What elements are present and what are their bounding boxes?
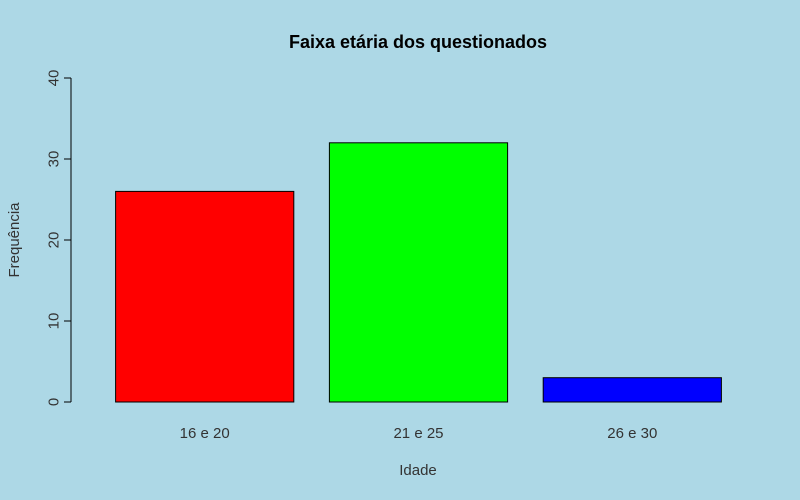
plot-area [115,142,722,403]
x-axis: 16 e 20 21 e 25 26 e 30 [180,425,658,442]
y-tick-label: 10 [46,313,63,330]
bar-21-e-25 [328,142,509,403]
chart-title: Faixa etária dos questionados [289,32,547,52]
y-axis-label: Frequência [6,202,23,278]
bar-26-e-30 [542,377,722,403]
x-tick-label: 21 e 25 [393,425,443,442]
y-tick-label: 30 [46,151,63,168]
y-tick-label: 40 [46,70,63,87]
y-tick-label: 20 [46,232,63,249]
y-axis: 0 10 20 30 40 [46,70,72,406]
x-tick-label: 16 e 20 [180,425,230,442]
x-axis-label: Idade [399,462,437,479]
bar-16-e-20 [115,190,295,403]
x-tick-label: 26 e 30 [607,425,657,442]
y-tick-label: 0 [46,398,63,406]
